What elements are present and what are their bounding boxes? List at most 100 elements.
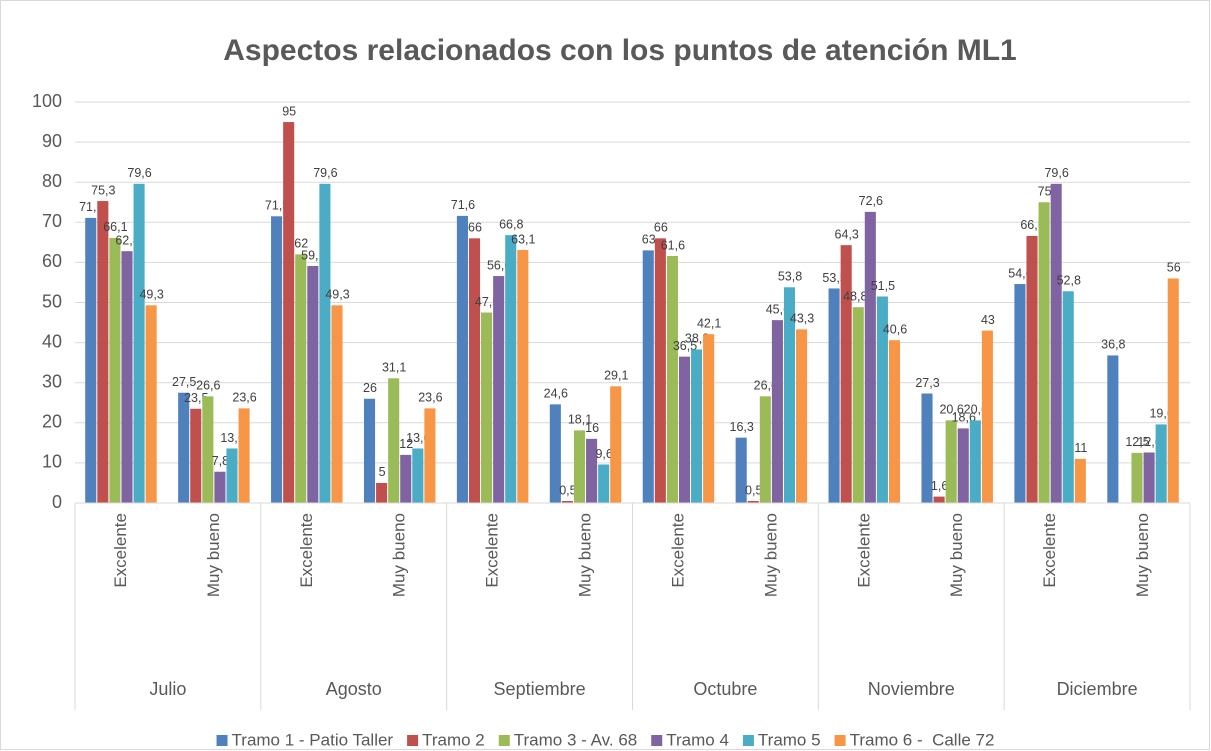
bar: [1167, 278, 1179, 503]
bar: [876, 296, 888, 503]
data-label: 24,6: [544, 387, 568, 401]
data-label: 66: [654, 221, 668, 235]
legend-swatch: [651, 735, 663, 746]
bar: [1107, 355, 1119, 503]
legend-swatch: [834, 735, 846, 746]
data-label: 29,1: [604, 369, 628, 383]
legend-swatch: [498, 735, 510, 746]
y-tick-label: 60: [42, 251, 62, 271]
bar: [481, 312, 493, 503]
bar: [1155, 424, 1167, 503]
bar: [945, 420, 957, 503]
data-label: 62: [294, 237, 308, 251]
bar: [586, 438, 598, 503]
bar: [97, 201, 109, 503]
bar: [1143, 452, 1155, 503]
y-tick-label: 10: [42, 452, 62, 472]
data-label: 49,3: [325, 288, 349, 302]
data-label: 43: [981, 313, 995, 327]
bar: [145, 305, 157, 503]
data-label: 40,6: [883, 322, 907, 336]
data-label: 36,8: [1101, 338, 1125, 352]
x-tick-label: Excelente: [854, 513, 873, 588]
bar: [610, 386, 622, 503]
bar: [85, 217, 97, 503]
bar: [864, 211, 876, 503]
bar: [517, 249, 529, 503]
bar: [214, 471, 226, 503]
bar: [654, 238, 666, 503]
bar: [1131, 452, 1143, 503]
data-label: 66,1: [103, 220, 127, 234]
x-tick-label: Excelente: [483, 513, 502, 588]
bar: [981, 330, 993, 503]
legend-swatch: [742, 735, 754, 746]
legend-label: Tramo 4: [666, 730, 729, 749]
bar: [735, 437, 747, 503]
bar: [424, 408, 436, 503]
data-label: 75: [1038, 185, 1052, 199]
data-label: 95: [282, 104, 296, 118]
bar: [412, 448, 424, 503]
group-label: Agosto: [326, 679, 382, 699]
chart-title: Aspectos relacionados con los puntos de …: [223, 34, 1016, 67]
data-label: 61,6: [661, 238, 685, 252]
bar: [561, 500, 573, 503]
data-label: 51,5: [871, 279, 895, 293]
group-label: Diciembre: [1057, 679, 1138, 699]
data-label: 79,6: [313, 166, 337, 180]
bar: [759, 396, 771, 503]
y-tick-label: 80: [42, 171, 62, 191]
bar: [319, 183, 331, 503]
bar: [307, 266, 319, 503]
data-label: 27,3: [915, 376, 939, 390]
legend-label: Tramo 2: [422, 730, 485, 749]
bar: [796, 329, 808, 503]
bar: [295, 254, 307, 503]
legend-label: Tramo 1 - Patio Taller: [232, 730, 394, 749]
data-label: 11: [1074, 441, 1087, 455]
bar: [771, 320, 783, 503]
data-label: 79,6: [1044, 166, 1068, 180]
bar: [388, 378, 400, 503]
bar: [598, 464, 610, 503]
x-tick-label: Muy bueno: [761, 513, 780, 597]
data-label: 64,3: [835, 227, 859, 241]
bar: [678, 356, 691, 503]
bar: [828, 288, 840, 503]
data-label: 56: [1167, 261, 1181, 275]
x-tick-label: Excelente: [297, 513, 316, 588]
bar: [376, 482, 388, 503]
data-label: 63: [642, 233, 656, 247]
bar: [1062, 291, 1074, 503]
x-tick-label: Excelente: [668, 513, 687, 588]
data-label: 9,6: [595, 447, 612, 461]
bar: [888, 340, 901, 503]
data-label: 66: [468, 221, 482, 235]
y-tick-label: 20: [42, 412, 62, 432]
bar: [202, 396, 214, 503]
bar: [133, 183, 145, 503]
bar: [921, 393, 933, 503]
bar: [271, 216, 283, 503]
x-tick-label: Muy bueno: [1133, 513, 1152, 597]
bar: [468, 238, 481, 503]
bar: [933, 496, 945, 503]
x-tick-label: Muy bueno: [204, 513, 223, 597]
x-tick-label: Excelente: [111, 513, 130, 588]
legend-label: Tramo 3 - Av. 68: [514, 730, 637, 749]
bar: [573, 430, 586, 503]
y-tick-label: 90: [42, 131, 62, 151]
bar: [642, 250, 654, 503]
group-label: Octubre: [693, 679, 757, 699]
data-label: 20,6: [939, 403, 963, 417]
data-label: 0,5: [745, 483, 762, 497]
bar: [226, 448, 238, 503]
bar: [852, 307, 864, 503]
data-label: 75,3: [91, 183, 115, 197]
y-tick-label: 0: [52, 492, 62, 512]
y-tick-label: 40: [42, 331, 62, 351]
data-label: 79,6: [127, 166, 151, 180]
